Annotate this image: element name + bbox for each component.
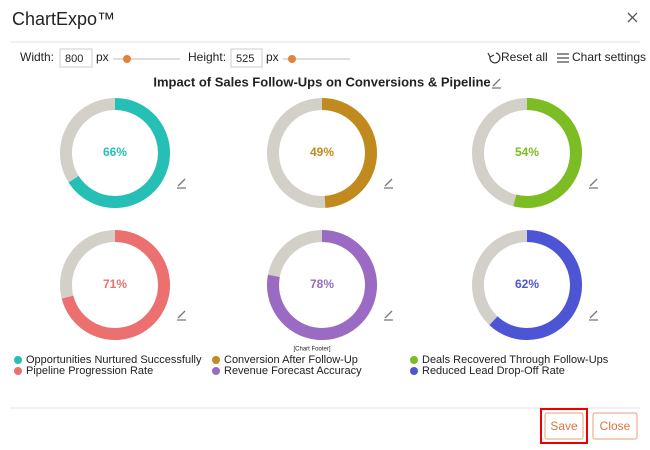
- slider-thumb[interactable]: [123, 55, 131, 63]
- dialog-title: ChartExpo™: [12, 9, 115, 29]
- legend-label: Opportunities Nurtured Successfully: [26, 354, 202, 366]
- settings-icon[interactable]: [557, 53, 569, 63]
- value-label: 49%: [310, 145, 334, 159]
- reset-button[interactable]: Reset all: [501, 50, 548, 64]
- donut-arc: [267, 230, 377, 340]
- edit-icon[interactable]: [177, 178, 186, 189]
- value-label: 71%: [103, 277, 127, 291]
- slider-thumb[interactable]: [288, 55, 296, 63]
- edit-icon[interactable]: [589, 310, 598, 321]
- donut-arc: [489, 230, 582, 340]
- save-label: Save: [550, 419, 578, 433]
- legend-swatch: [410, 356, 418, 364]
- value-label: 54%: [515, 145, 539, 159]
- donut-arc: [513, 98, 582, 208]
- close-icon[interactable]: [627, 12, 638, 23]
- edit-icon[interactable]: [492, 78, 501, 89]
- height-value: 525: [236, 53, 254, 65]
- donut-arc: [61, 230, 170, 340]
- legend-label: Deals Recovered Through Follow-Ups: [422, 354, 609, 366]
- donut-arc: [68, 98, 170, 208]
- edit-icon[interactable]: [384, 310, 393, 321]
- width-value: 800: [65, 53, 83, 65]
- height-label: Height:: [188, 50, 226, 64]
- highlight-box: [540, 408, 588, 444]
- height-input[interactable]: [230, 48, 263, 68]
- legend-swatch: [212, 356, 220, 364]
- legend-label: Conversion After Follow-Up: [224, 354, 358, 366]
- chart-footer: [Chart Footer]: [293, 347, 330, 353]
- reset-icon[interactable]: [487, 52, 501, 64]
- unit: px: [96, 50, 109, 64]
- legend-label: Revenue Forecast Accuracy: [224, 365, 362, 377]
- legend-swatch: [212, 367, 220, 375]
- value-label: 78%: [310, 277, 334, 291]
- unit: px: [266, 50, 279, 64]
- edit-icon[interactable]: [589, 178, 598, 189]
- legend-swatch: [14, 367, 22, 375]
- legend-label: Reduced Lead Drop-Off Rate: [422, 365, 565, 377]
- save-button[interactable]: [544, 412, 584, 440]
- legend-swatch: [14, 356, 22, 364]
- chart-title: Impact of Sales Follow-Ups on Conversion…: [153, 74, 490, 89]
- value-label: 62%: [515, 277, 539, 291]
- settings-button[interactable]: Chart settings: [572, 50, 646, 64]
- edit-icon[interactable]: [177, 310, 186, 321]
- close-label: Close: [600, 419, 631, 433]
- legend-label: Pipeline Progression Rate: [26, 365, 153, 377]
- width-label: Width:: [20, 50, 54, 64]
- legend-swatch: [410, 367, 418, 375]
- edit-icon[interactable]: [384, 178, 393, 189]
- donut-arc: [321, 98, 377, 208]
- value-label: 66%: [103, 145, 127, 159]
- close-button[interactable]: [592, 412, 638, 440]
- width-input[interactable]: [59, 48, 93, 68]
